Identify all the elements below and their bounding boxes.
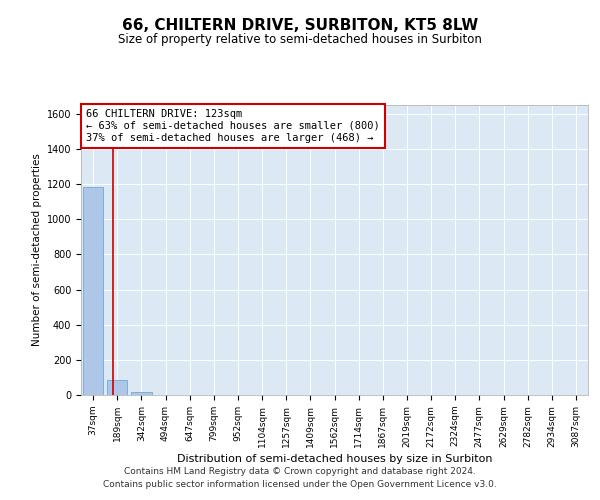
Text: Size of property relative to semi-detached houses in Surbiton: Size of property relative to semi-detach… bbox=[118, 32, 482, 46]
Bar bbox=[107, 380, 127, 395]
X-axis label: Distribution of semi-detached houses by size in Surbiton: Distribution of semi-detached houses by … bbox=[177, 454, 492, 464]
Text: Contains HM Land Registry data © Crown copyright and database right 2024.: Contains HM Land Registry data © Crown c… bbox=[124, 467, 476, 476]
Text: Contains public sector information licensed under the Open Government Licence v3: Contains public sector information licen… bbox=[103, 480, 497, 489]
Text: 66 CHILTERN DRIVE: 123sqm
← 63% of semi-detached houses are smaller (800)
37% of: 66 CHILTERN DRIVE: 123sqm ← 63% of semi-… bbox=[86, 110, 380, 142]
Y-axis label: Number of semi-detached properties: Number of semi-detached properties bbox=[32, 154, 43, 346]
Bar bbox=[83, 187, 103, 395]
Text: 66, CHILTERN DRIVE, SURBITON, KT5 8LW: 66, CHILTERN DRIVE, SURBITON, KT5 8LW bbox=[122, 18, 478, 32]
Bar bbox=[131, 392, 152, 395]
